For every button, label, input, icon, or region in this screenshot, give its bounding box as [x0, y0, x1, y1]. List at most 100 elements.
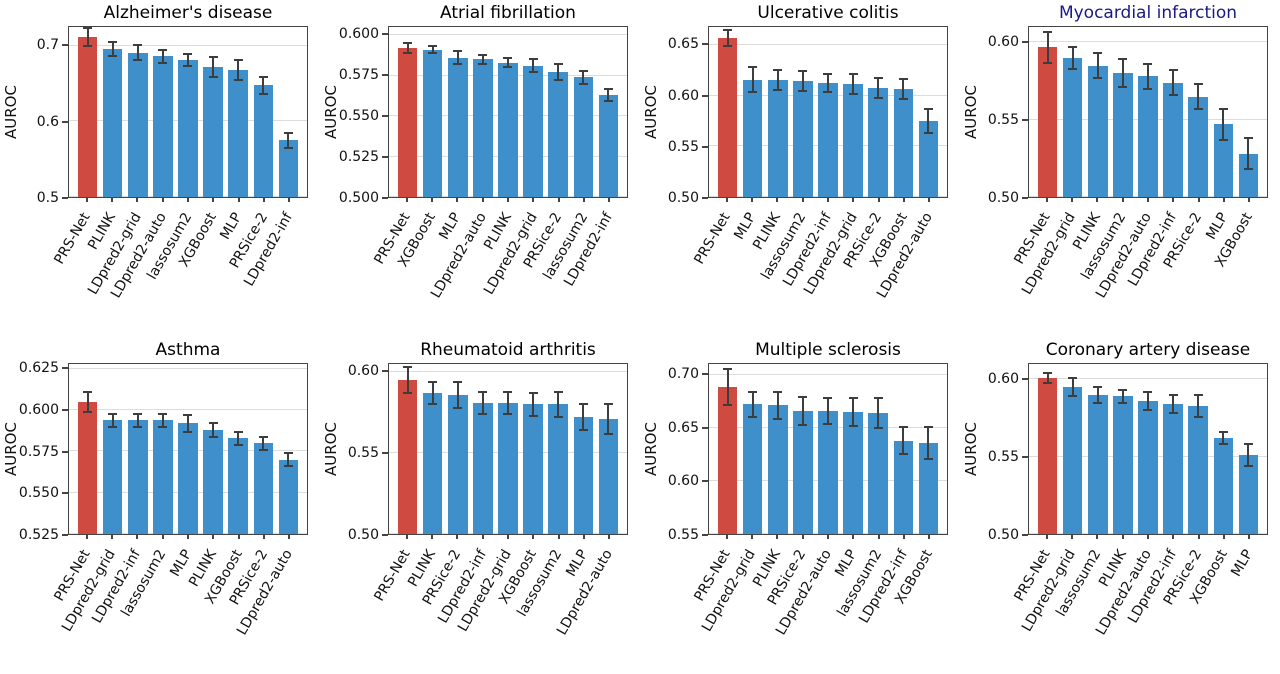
error-bar-cap-bottom	[873, 426, 883, 429]
chart-title: Atrial fibrillation	[440, 3, 576, 23]
y-axis-title: AUROC	[960, 363, 982, 535]
bar-slot	[1035, 27, 1060, 197]
x-label-slot: MLP	[167, 535, 200, 674]
bars	[389, 27, 627, 197]
plot-area	[708, 363, 948, 535]
x-label-slot: XGBoost	[892, 535, 942, 674]
bar-highlighted	[397, 48, 418, 197]
bar	[102, 420, 123, 534]
y-tick-label: 0.55	[667, 527, 699, 543]
error-bar	[262, 436, 265, 450]
error-bar	[136, 413, 139, 427]
bar	[767, 79, 788, 197]
y-tick-label: 0.65	[667, 36, 699, 53]
error-bar-cap-top	[1043, 372, 1053, 375]
bar	[843, 411, 863, 534]
plot-area	[1028, 26, 1268, 198]
error-bar-cap-top	[528, 58, 538, 61]
x-tick-mark	[1172, 535, 1175, 539]
error-bar-cap-bottom	[823, 422, 833, 425]
x-label-slot: LDpred2-auto	[234, 535, 302, 674]
x-labels: PRS-Net LDpred2-grid PLINK PRSice-2 LDpred2-…	[691, 535, 948, 674]
error-bar	[557, 391, 560, 418]
y-tick-label: 0.6	[36, 113, 59, 130]
y-axis-label: AUROC	[2, 85, 20, 139]
y-tick-label: 0.550	[338, 108, 379, 125]
y-axis: 0.50 0.55 0.60	[982, 363, 1028, 542]
bar-slot	[891, 27, 916, 197]
bar-slot	[1186, 364, 1211, 534]
error-bar-cap-bottom	[553, 416, 563, 419]
bar	[893, 440, 914, 534]
error-bar-cap-top	[603, 87, 613, 90]
error-bar-cap-bottom	[1093, 401, 1103, 404]
x-tick-mark	[1146, 535, 1149, 539]
error-bar	[111, 413, 114, 427]
bar-slot	[75, 26, 100, 197]
error-bar-cap-bottom	[553, 79, 563, 82]
error-bar-cap-bottom	[748, 416, 758, 419]
error-bar	[801, 70, 804, 91]
y-tick-label: 0.50	[987, 190, 1019, 206]
bar	[1113, 396, 1133, 534]
error-bar-cap-top	[1168, 393, 1178, 396]
bar	[228, 438, 249, 534]
error-bar	[136, 45, 139, 61]
error-bar-cap-top	[258, 435, 268, 438]
error-bar-cap-top	[1218, 107, 1228, 110]
bars	[1029, 27, 1267, 197]
chart-body: AUROC 0.55 0.60 0.65 0.70	[640, 363, 960, 542]
error-bar	[726, 30, 729, 47]
bars	[69, 364, 307, 534]
bar-highlighted	[1037, 47, 1058, 197]
x-label-slot: LDpred2-inf	[856, 535, 916, 674]
error-bar-cap-bottom	[578, 429, 588, 432]
x-labels: PRS-Net LDpred2-grid lassosum2 PLINK LDpred2…	[1011, 535, 1268, 674]
error-bar	[406, 367, 409, 394]
bar	[447, 394, 468, 534]
chart-title: Ulcerative colitis	[757, 3, 899, 23]
bar	[447, 57, 468, 197]
x-tick-mark	[1070, 535, 1073, 539]
bar-slot	[841, 27, 866, 197]
error-bar-cap-bottom	[578, 82, 588, 85]
error-bar	[287, 453, 290, 467]
x-label-slot: lassosum2	[759, 198, 815, 337]
chart-title: Rheumatoid arthritis	[420, 340, 596, 360]
error-bar-cap-top	[1118, 389, 1128, 392]
bar-slot	[1035, 364, 1060, 534]
x-label-slot: LDpred2-grid	[699, 535, 764, 674]
error-bar-cap-bottom	[403, 392, 413, 395]
x-label-slot: lassosum2	[540, 198, 596, 337]
y-axis-label: AUROC	[962, 422, 980, 476]
y-tick-mark	[1022, 40, 1028, 43]
bar	[868, 412, 889, 534]
x-tick-mark	[608, 535, 611, 539]
x-labels: PRS-Net PLINK LDpred2-grid LDpred2-auto lass…	[51, 198, 308, 337]
bar-slot	[1060, 27, 1085, 197]
x-label-slot: LDpred2-grid	[480, 198, 546, 337]
y-tick-mark	[382, 156, 388, 159]
error-bar-cap-top	[1143, 390, 1153, 393]
y-tick-mark	[702, 534, 708, 536]
error-bar	[1121, 59, 1124, 88]
x-label-slot: PRS-Net	[1011, 535, 1059, 674]
y-axis-label: AUROC	[2, 422, 20, 476]
bar-slot	[841, 364, 866, 534]
bar-slot	[790, 364, 815, 534]
error-bar-cap-bottom	[403, 51, 413, 54]
error-bar-cap-top	[798, 395, 808, 398]
x-label-slot: LDpred2-grid	[85, 198, 150, 337]
x-label-slot: LDpred2-inf	[1125, 198, 1186, 337]
y-axis-label: AUROC	[322, 85, 340, 139]
error-bar	[1046, 373, 1049, 383]
bar-slot	[1135, 27, 1160, 197]
error-bar	[927, 426, 930, 459]
error-bar-cap-bottom	[233, 78, 243, 81]
x-label-slot: PLINK	[750, 198, 790, 337]
error-bar-cap-bottom	[1068, 395, 1078, 398]
error-bar-cap-top	[403, 366, 413, 369]
bar-highlighted	[1037, 377, 1058, 534]
y-tick-label: 0.60	[667, 87, 699, 104]
bar-slot	[571, 27, 596, 197]
